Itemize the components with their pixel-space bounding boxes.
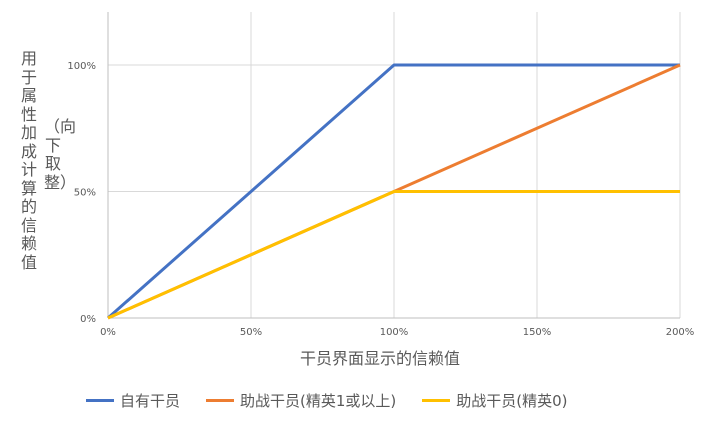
axes [107, 12, 680, 319]
tick-labels: 0% 50% 100% 150% 200% 0% 50% 100% [67, 61, 694, 338]
x-tick-label: 50% [240, 327, 262, 338]
x-tick-label: 200% [666, 327, 695, 338]
legend: 自有干员 助战干员(精英1或以上) 助战干员(精英0) [86, 390, 594, 411]
legend-label: 自有干员 [120, 392, 181, 410]
y-axis-label-note: （向下取整） [44, 117, 77, 192]
y-tick-label: 100% [67, 61, 96, 72]
x-tick-label: 0% [100, 327, 116, 338]
legend-swatch [206, 399, 235, 402]
y-tick-label: 50% [74, 188, 96, 199]
legend-item-2: 助战干员(精英1或以上) [206, 390, 396, 411]
legend-label: 助战干员(精英1或以上) [240, 392, 397, 410]
legend-swatch [86, 399, 114, 402]
legend-item-1: 自有干员 [86, 390, 180, 411]
x-tick-label: 100% [380, 327, 409, 338]
series-line-1 [107, 63, 680, 320]
series-lines [107, 63, 681, 320]
x-axis-label: 干员界面显示的信赖值 [300, 349, 461, 368]
legend-swatch [422, 399, 451, 402]
legend-label: 助战干员(精英0) [456, 392, 568, 410]
y-axis-label: 用于属性加成计算的信赖值 [20, 49, 37, 272]
x-tick-label: 150% [523, 327, 552, 338]
series-line-3 [107, 190, 680, 320]
grid-lines [108, 12, 681, 318]
legend-item-3: 助战干员(精英0) [422, 390, 568, 411]
y-tick-label: 0% [80, 314, 96, 325]
